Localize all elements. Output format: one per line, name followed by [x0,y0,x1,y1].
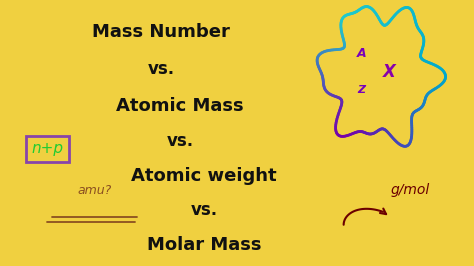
Text: A: A [356,47,366,60]
Text: Mass Number: Mass Number [92,23,230,41]
Text: Atomic Mass: Atomic Mass [116,97,244,115]
Text: Atomic weight: Atomic weight [131,167,277,185]
Text: amu?: amu? [78,184,112,197]
Text: X: X [383,63,396,81]
Text: n+p: n+p [31,142,64,156]
Text: vs.: vs. [147,60,175,78]
Text: Z: Z [357,85,365,95]
Text: g/mol: g/mol [391,183,429,197]
Text: Molar Mass: Molar Mass [146,236,261,254]
Text: vs.: vs. [166,132,194,150]
Text: vs.: vs. [190,201,218,219]
